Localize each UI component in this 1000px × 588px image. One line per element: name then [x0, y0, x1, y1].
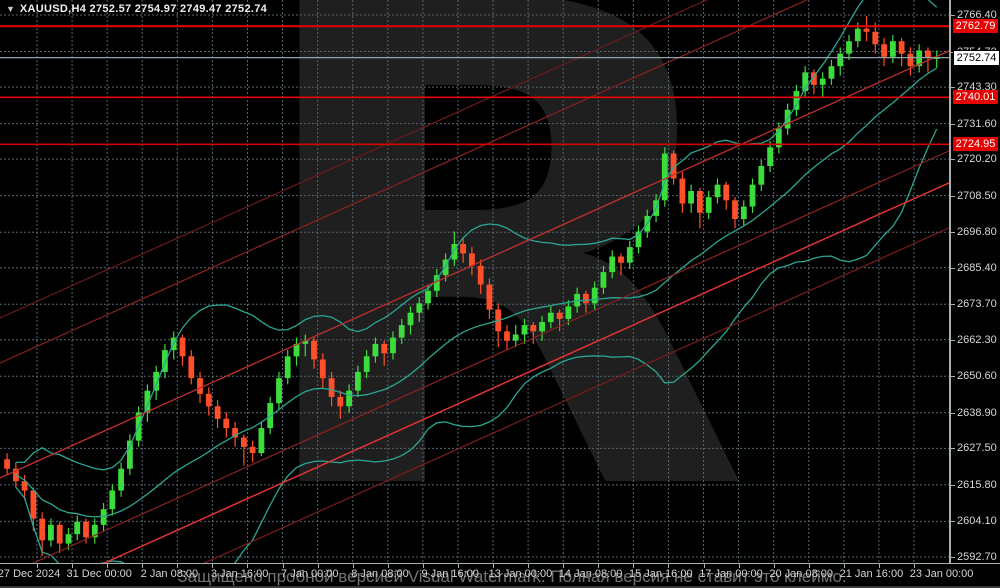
x-axis-tick	[914, 564, 915, 568]
y-axis-tick	[951, 195, 955, 197]
y-axis-tick	[951, 484, 955, 486]
trend-channel[interactable]	[0, 0, 949, 563]
x-axis-tick	[668, 564, 670, 568]
chart-title-row: ▼ XAUUSD,H4 2752.57 2754.97 2749.47 2752…	[6, 3, 267, 15]
y-axis-label: 2627.50	[957, 442, 997, 455]
y-axis-label: 2604.10	[957, 515, 997, 528]
x-axis-label: 27 Dec 2024	[0, 568, 61, 580]
y-axis-tick	[951, 339, 955, 341]
x-axis-tick	[352, 564, 354, 568]
x-axis-label: 17 Jan 00:00	[699, 568, 763, 580]
x-axis-tick	[37, 564, 38, 568]
x-axis-tick	[387, 564, 389, 568]
y-axis-tick	[951, 87, 955, 89]
bollinger-bands	[15, 0, 938, 563]
x-axis-label: 31 Dec 00:00	[66, 568, 132, 580]
x-axis-label: 8 Jan 08:00	[351, 568, 409, 580]
trendline	[202, 227, 949, 563]
x-axis-tick	[317, 564, 319, 568]
x-axis-tick	[422, 564, 424, 568]
x-axis-label: 9 Jan 16:00	[421, 568, 479, 580]
trendline	[0, 50, 949, 479]
y-axis-label: 2766.40	[957, 9, 997, 21]
bollinger-upper	[15, 0, 938, 471]
y-axis-tick	[951, 232, 955, 234]
x-axis-tick	[282, 564, 284, 568]
bollinger-middle	[15, 67, 938, 518]
y-axis-tick	[951, 267, 955, 269]
x-axis-tick	[773, 564, 775, 568]
x-axis-tick	[633, 564, 635, 568]
x-axis-tick	[457, 564, 459, 568]
x-axis-tick	[843, 564, 845, 568]
x-axis-label: 14 Jan 08:00	[558, 568, 623, 580]
y-axis-tick	[951, 123, 955, 125]
x-axis-tick	[598, 564, 600, 568]
x-axis-tick	[247, 564, 249, 568]
x-axis-tick	[142, 564, 144, 568]
x-axis-tick	[72, 564, 74, 568]
trendline	[102, 182, 949, 563]
x-axis-tick	[563, 564, 565, 568]
x-axis-tick	[493, 564, 495, 568]
y-axis-label: 2650.60	[957, 370, 997, 383]
bollinger-lower	[15, 128, 938, 563]
x-axis-label: 2 Jan 08:00	[140, 568, 199, 580]
price-level-badge: 2724.95	[953, 137, 998, 152]
x-axis-label: 7 Jan 00:00	[281, 568, 339, 580]
y-axis-tick	[951, 376, 955, 378]
y-axis-label: 2615.80	[957, 478, 997, 491]
y-axis-label: 2720.20	[957, 153, 997, 166]
price-level-badge: 2762.79	[953, 19, 998, 34]
y-axis-tick	[951, 521, 955, 523]
x-axis-label: 15 Jan 16:00	[628, 568, 693, 580]
y-axis-tick	[951, 412, 955, 414]
y-axis-label: 2696.80	[957, 226, 997, 239]
trendline	[0, 0, 709, 319]
y-axis-label: 2685.40	[957, 261, 997, 274]
x-axis-tick	[528, 564, 530, 568]
x-axis-label: 13 Jan 00:00	[488, 568, 553, 580]
x-axis-tick	[878, 564, 880, 568]
window-bottom-edge	[0, 586, 1000, 588]
price-chart-canvas[interactable]	[0, 0, 949, 563]
y-axis-label: 2638.90	[957, 406, 997, 419]
y-axis-tick	[951, 304, 955, 306]
x-axis-label: 20 Jan 08:00	[769, 568, 833, 580]
x-axis-tick	[808, 564, 810, 568]
price-levels[interactable]	[0, 25, 949, 146]
x-axis-tick	[703, 564, 705, 568]
candles	[4, 16, 940, 556]
grid	[0, 0, 949, 563]
y-axis-label: 2708.50	[957, 189, 997, 202]
trendline	[31, 150, 949, 563]
x-axis-tick	[212, 564, 214, 568]
x-axis-label: 21 Jan 16:00	[839, 568, 904, 580]
symbol-dropdown-icon[interactable]: ▼	[6, 3, 15, 14]
trendline	[0, 0, 809, 364]
y-axis-label: 2731.60	[957, 117, 997, 130]
y-axis-label: 2662.30	[957, 333, 997, 346]
time-axis[interactable]: 27 Dec 2024 31 Dec 00:00 2 Jan 08:00 3 Jan …	[0, 563, 1000, 588]
x-axis-label: 23 Jan 00:00	[909, 568, 974, 580]
price-level-badge: 2740.01	[953, 90, 998, 105]
y-axis-tick	[951, 557, 955, 558]
chart-title: XAUUSD,H4 2752.57 2754.97 2749.47 2752.7…	[19, 3, 268, 15]
y-axis-label: 2673.70	[957, 298, 997, 311]
x-axis-tick	[738, 564, 740, 568]
x-axis-tick	[177, 564, 179, 568]
y-axis-label: 2592.70	[957, 551, 997, 563]
x-axis-tick	[107, 564, 109, 568]
current-price-badge: 2752.74	[953, 49, 1000, 66]
price-axis[interactable]: 2766.402754.702743.302731.602720.202708.…	[949, 0, 1000, 563]
y-axis-tick	[951, 15, 955, 16]
y-axis-tick	[951, 448, 955, 450]
y-axis-tick	[951, 159, 955, 161]
x-axis-label: 3 Jan 16:00	[210, 568, 269, 580]
y-axis-label: 2743.30	[957, 81, 997, 94]
